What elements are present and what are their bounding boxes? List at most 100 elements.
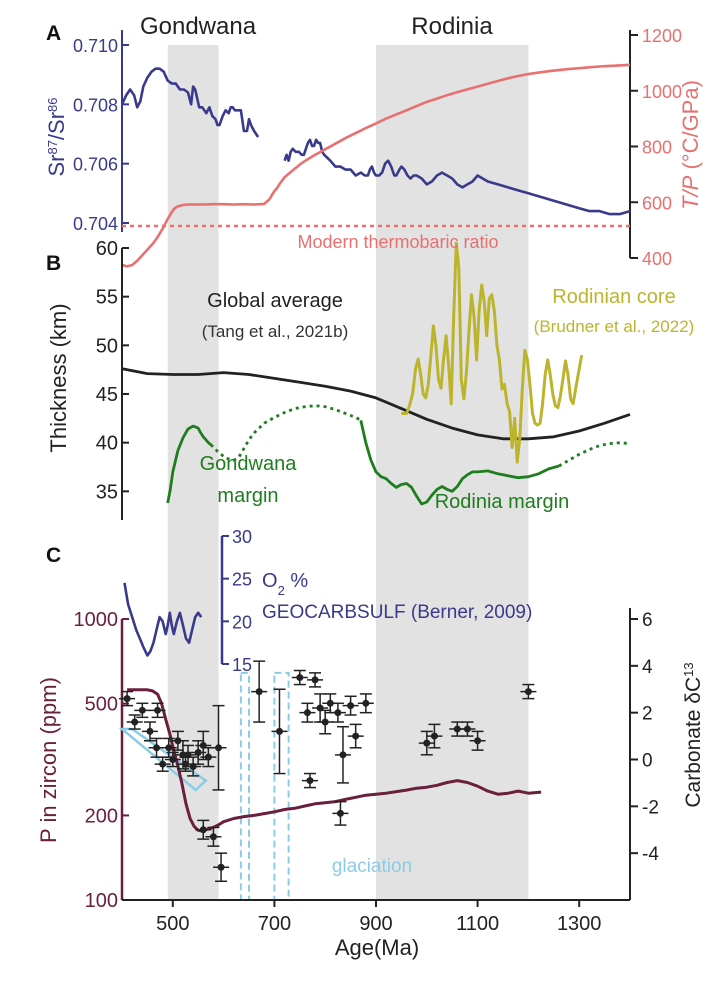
carbon-point-5 xyxy=(159,760,167,768)
thickness-tick-label-2: 50 xyxy=(96,335,118,357)
glaciation-box-1 xyxy=(273,671,290,901)
carbon-point-20 xyxy=(215,744,223,752)
carbon-point-36 xyxy=(423,739,431,747)
carbon-tick-label-1: 4 xyxy=(642,657,653,678)
tp-tick-label-4: 400 xyxy=(642,249,672,269)
sr-tick-label-1: 0.708 xyxy=(73,95,118,115)
thickness-line-gondwana_dot1 xyxy=(209,404,362,462)
carbon-point-6 xyxy=(165,744,173,752)
carbon-point-33 xyxy=(362,699,370,707)
carbon-point-3 xyxy=(146,727,154,735)
global-average-ref: (Tang et al., 2021b) xyxy=(202,322,348,341)
thickness-line-rodinia_solid xyxy=(359,419,560,506)
carbon-tick-label-4: -2 xyxy=(642,797,659,818)
carbon-tick-label-2: 2 xyxy=(642,704,653,725)
tp-label-unit: (°C/GPa) xyxy=(678,80,703,176)
carbon-tick-label-5: -4 xyxy=(642,844,659,865)
sr-tick-label-2: 0.706 xyxy=(73,155,118,175)
carbon-point-4 xyxy=(153,744,161,752)
carbon-point-32 xyxy=(352,732,360,740)
region-label-gondwana: Gondwana xyxy=(140,13,257,40)
tp-tick-label-3: 600 xyxy=(642,193,672,213)
carbon-point-29 xyxy=(334,709,342,717)
thickness-tick-label-5: 35 xyxy=(96,481,118,503)
panel-label-b: B xyxy=(46,252,61,275)
carbon-point-41 xyxy=(524,688,532,696)
carbon-point-39 xyxy=(463,725,471,733)
tp-axis-label: T/P (°C/GPa) xyxy=(678,80,703,210)
sr-tick-label-0: 0.710 xyxy=(73,36,118,56)
carbon-point-7 xyxy=(169,756,177,763)
sr-label-mid: /Sr xyxy=(44,112,69,140)
tp-label-main: T/P xyxy=(678,175,703,210)
p-zircon-tick-label-2: 200 xyxy=(85,805,118,827)
carbon-point-12 xyxy=(194,748,202,756)
carbon-point-2 xyxy=(138,706,146,714)
carbon-point-1 xyxy=(131,718,139,726)
shade-band-rodinia xyxy=(376,45,529,900)
thickness-line-rodinia_dot xyxy=(558,441,631,468)
carbon-point-37 xyxy=(430,732,438,740)
sr-axis-label: Sr87/Sr86 xyxy=(44,97,69,176)
tp-tick-label-1: 1000 xyxy=(642,82,682,102)
o2-axis-label: O2 % xyxy=(262,570,308,598)
carbon-point-15 xyxy=(182,760,189,768)
rodinian-core-ref: (Brudner et al., 2022) xyxy=(534,317,695,336)
p-zircon-tick-label-1: 500 xyxy=(85,694,118,716)
carbon-point-16 xyxy=(154,706,162,714)
gondwana-margin-label-2: margin xyxy=(217,485,278,507)
o2-tick-label-2: 20 xyxy=(232,612,252,632)
o2-series-line xyxy=(123,582,203,657)
tp-tick-label-2: 800 xyxy=(642,138,672,158)
carbon-point-18 xyxy=(209,833,217,841)
carbon-label-main: Carbonate δC xyxy=(682,677,705,808)
o2-tick-label-1: 25 xyxy=(232,570,252,590)
carbon-axis-label: Carbonate δC13 xyxy=(681,662,706,807)
o2-tick-label-0: 30 xyxy=(232,527,252,547)
p-zircon-axis-label: P in zircon (ppm) xyxy=(36,677,61,843)
glaciation-label: glaciation xyxy=(332,856,412,877)
rodinian-core-title: Rodinian core xyxy=(552,286,675,308)
carbon-point-38 xyxy=(453,725,461,733)
panel-label-a: A xyxy=(46,22,61,45)
thickness-tick-label-3: 45 xyxy=(96,384,118,406)
thickness-axis-label: Thickness (km) xyxy=(46,303,71,452)
sr-label-sup2: 86 xyxy=(45,97,60,111)
thickness-tick-label-1: 55 xyxy=(96,287,118,309)
carbon-point-31 xyxy=(347,702,355,710)
thickness-tick-label-4: 40 xyxy=(96,433,118,455)
o2-label-base: O xyxy=(262,570,278,592)
carbon-point-27 xyxy=(321,718,329,726)
geocarbsulf-label: GEOCARBSULF (Berner, 2009) xyxy=(262,602,532,623)
panel-label-c: C xyxy=(46,544,61,567)
carbon-point-17 xyxy=(199,826,207,834)
o2-tick-label-3: 15 xyxy=(232,655,252,675)
thickness-line-global xyxy=(121,367,631,441)
sr-series-line-sr_seg2 xyxy=(283,138,631,216)
x-tick-label-4: 1300 xyxy=(557,913,602,935)
thickness-tick-label-0: 60 xyxy=(96,238,118,260)
rodinia-margin-label: Rodinia margin xyxy=(435,491,570,513)
carbon-point-19 xyxy=(217,863,225,871)
carbon-point-14 xyxy=(204,753,212,761)
tp-series-line xyxy=(121,63,631,268)
x-tick-label-0: 500 xyxy=(156,913,189,935)
global-average-title: Global average xyxy=(207,290,343,312)
x-tick-label-2: 900 xyxy=(359,913,392,935)
x-tick-label-3: 1100 xyxy=(456,913,499,935)
x-tick-label-1: 700 xyxy=(258,913,291,935)
carbon-point-22 xyxy=(275,727,283,735)
p-zircon-tick-label-3: 100 xyxy=(85,890,118,912)
carbon-point-25 xyxy=(311,676,319,684)
carbon-point-23 xyxy=(296,674,304,682)
carbon-tick-label-0: 6 xyxy=(642,610,653,631)
glaciation-box-0 xyxy=(239,671,250,901)
dynamic-layer: 0.7100.7080.7060.70412001000800600400605… xyxy=(73,26,682,935)
carbon-point-21 xyxy=(255,688,263,696)
x-axis-label: Age(Ma) xyxy=(335,935,419,960)
sr-series-line-sr_seg1 xyxy=(120,67,260,138)
tp-tick-label-0: 1200 xyxy=(642,26,682,46)
carbon-point-35 xyxy=(336,809,344,817)
thickness-line-core xyxy=(401,241,584,464)
carbon-point-40 xyxy=(474,737,482,745)
